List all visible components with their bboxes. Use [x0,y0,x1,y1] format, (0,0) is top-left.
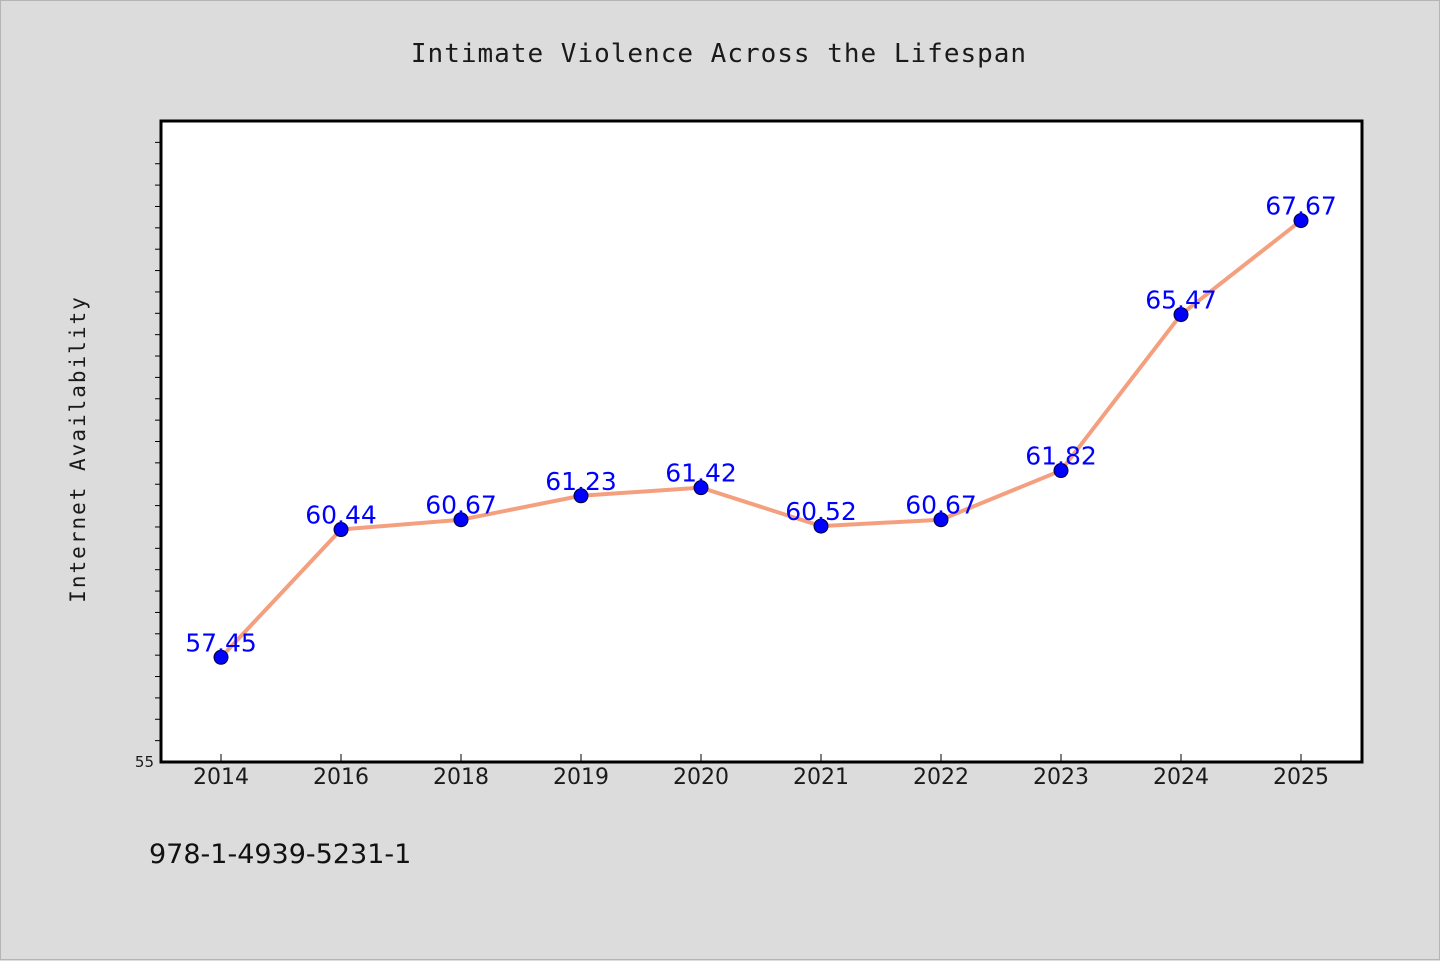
data-label: 65.47 [1145,286,1217,315]
data-label: 60.67 [905,491,977,520]
x-tick-label: 2020 [673,765,729,790]
series-line [219,218,1303,660]
y-tick-label-min: 55 [135,753,154,771]
data-point [213,649,229,665]
x-tick-label: 2018 [433,765,489,790]
plot-area [159,119,1364,764]
x-tick-label: 2022 [913,765,969,790]
data-label: 61.82 [1025,442,1097,471]
y-axis-label: Internet Availability [66,295,90,603]
data-point [1173,307,1189,323]
data-point [933,512,949,528]
isbn-footer: 978-1-4939-5231-1 [149,839,411,870]
data-point [813,518,829,534]
data-point [1293,213,1309,229]
data-markers [213,213,1309,665]
data-point [1053,463,1069,479]
data-point [453,512,469,528]
data-labels: 57.45 60.44 60.67 61.23 61.42 60.52 60.67 61.82… [185,192,1337,658]
data-point [573,488,589,504]
data-label: 60.52 [785,497,857,526]
data-point [693,480,709,496]
data-label: 60.67 [425,491,497,520]
data-label: 57.45 [185,628,257,657]
x-tick-label: 2014 [193,765,249,790]
data-label: 61.23 [545,467,617,496]
data-label: 60.44 [305,501,377,530]
y-axis-ticks [155,141,161,742]
data-label: 61.42 [665,459,737,488]
x-axis-ticks [220,754,1302,762]
x-axis-labels: 2014 2016 2018 2019 2020 2021 2022 2023 2024 2025 [193,765,1329,790]
data-label: 67.67 [1265,192,1337,221]
x-tick-label: 2016 [313,765,369,790]
x-tick-label: 2021 [793,765,849,790]
x-tick-label: 2023 [1033,765,1089,790]
x-tick-label: 2025 [1273,765,1329,790]
data-point [333,522,349,538]
chart-title: Intimate Violence Across the Lifespan [411,39,1027,69]
x-tick-label: 2024 [1153,765,1209,790]
x-tick-label: 2019 [553,765,609,790]
